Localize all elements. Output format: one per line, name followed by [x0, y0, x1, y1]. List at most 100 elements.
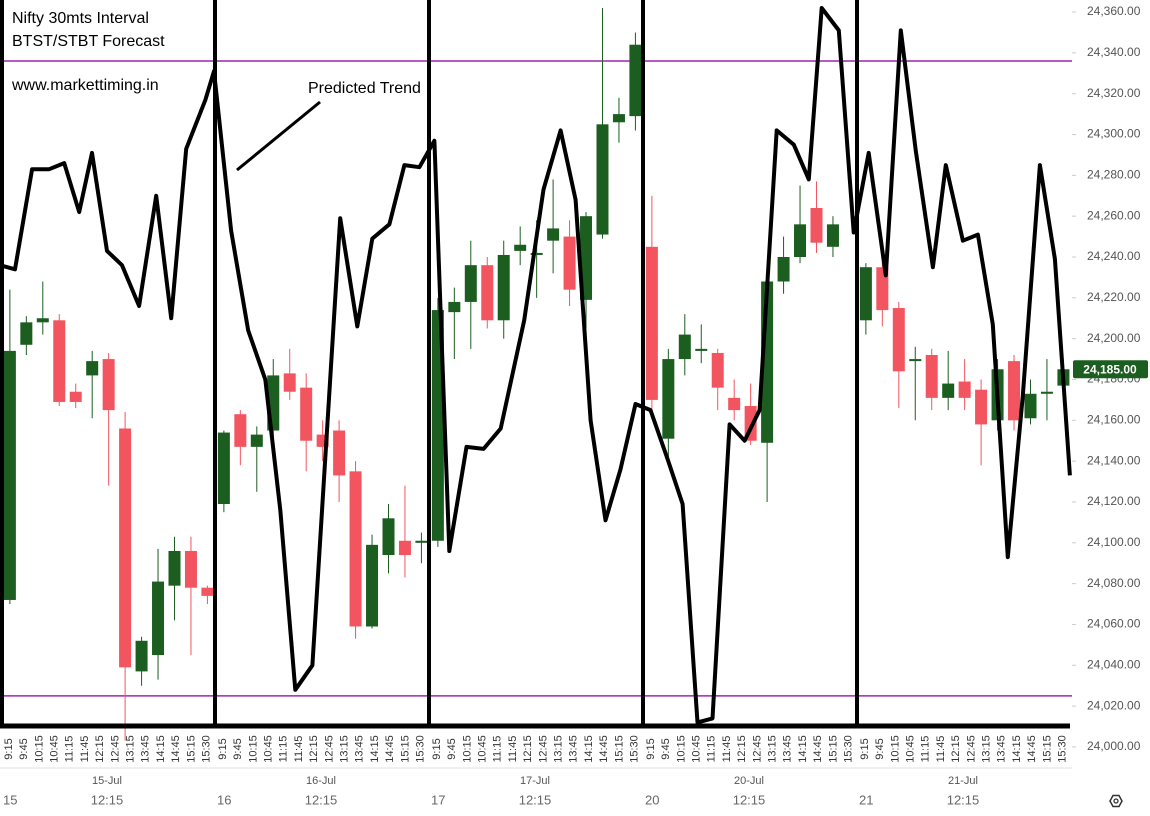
- candle-body: [612, 114, 625, 123]
- chart-title: Nifty 30mts Interval: [12, 10, 149, 27]
- x-tick-label: 10:45: [477, 735, 489, 763]
- candle-body: [892, 308, 905, 372]
- x-tick-label: 14:15: [1011, 735, 1023, 763]
- candle-body: [464, 265, 477, 302]
- x-tick-label: 13:45: [354, 735, 366, 763]
- price-tag-label: 24,185.00: [1083, 362, 1137, 376]
- x-tick-label: 13:45: [996, 735, 1008, 763]
- x-tick-label: 9:15: [645, 738, 657, 759]
- candle-body: [547, 228, 560, 241]
- candle-body: [217, 432, 230, 505]
- y-tick-label: 24,120.00: [1087, 494, 1141, 508]
- session-label: 15: [3, 792, 17, 807]
- x-tick-label: 14:15: [369, 735, 381, 763]
- y-tick-label: 24,000.00: [1087, 739, 1141, 753]
- candle-body: [86, 361, 99, 376]
- x-tick-label: 11:15: [706, 736, 718, 763]
- x-tick-label: 11:45: [293, 736, 305, 763]
- candle-body: [728, 397, 741, 411]
- candle-body: [119, 428, 132, 668]
- candle-body: [349, 471, 362, 627]
- y-tick-label: 24,020.00: [1087, 698, 1141, 712]
- x-tick-label: 9:45: [232, 738, 244, 759]
- x-tick-label: 10:45: [49, 735, 61, 763]
- x-tick-label: 15:15: [185, 735, 197, 763]
- x-tick-label: 15:15: [1041, 735, 1053, 763]
- candle-body: [678, 334, 691, 360]
- x-tick-label: 14:15: [583, 735, 595, 763]
- x-tick-label: 9:45: [660, 738, 672, 759]
- date-label: 15-Jul: [92, 775, 122, 787]
- x-tick-label: 10:45: [263, 735, 275, 763]
- y-tick-label: 24,280.00: [1087, 168, 1141, 182]
- x-tick-label: 10:15: [461, 735, 473, 763]
- midday-label: 12:15: [305, 792, 338, 807]
- x-tick-label: 12:45: [537, 735, 549, 763]
- x-tick-label: 14:45: [812, 735, 824, 763]
- candle-body: [909, 359, 922, 362]
- candle-body: [563, 236, 576, 290]
- y-tick-label: 24,140.00: [1087, 453, 1141, 467]
- candle-body: [201, 587, 214, 596]
- y-tick-label: 24,080.00: [1087, 576, 1141, 590]
- x-tick-label: 14:45: [384, 735, 396, 763]
- x-tick-label: 14:15: [155, 735, 167, 763]
- x-tick-label: 11:15: [920, 736, 932, 763]
- candle-body: [184, 550, 197, 588]
- x-tick-label: 11:15: [492, 736, 504, 763]
- candle-body: [20, 322, 33, 345]
- candle-body: [580, 216, 593, 300]
- candle-body: [250, 434, 263, 447]
- x-tick-label: 9:15: [859, 738, 871, 759]
- candle-body: [1024, 393, 1037, 419]
- candle-body: [3, 350, 16, 600]
- candle-body: [794, 224, 807, 258]
- candle-body: [596, 124, 609, 235]
- x-tick-label: 10:45: [905, 735, 917, 763]
- y-tick-label: 24,060.00: [1087, 617, 1141, 631]
- candle-body: [234, 414, 247, 447]
- candle-body: [695, 348, 708, 351]
- annotation-text: Predicted Trend: [308, 80, 421, 97]
- settings-icon[interactable]: [1109, 794, 1123, 808]
- candle-body: [448, 301, 461, 313]
- x-tick-label: 15:30: [843, 735, 855, 763]
- x-tick-label: 13:15: [553, 735, 565, 763]
- x-tick-label: 13:15: [339, 735, 351, 763]
- candle-body: [514, 244, 527, 251]
- x-tick-label: 15:30: [415, 735, 427, 763]
- candle-body: [398, 540, 411, 556]
- y-tick-label: 24,320.00: [1087, 86, 1141, 100]
- candle-body: [53, 320, 66, 402]
- candle-body: [711, 352, 724, 388]
- candle-body: [36, 318, 49, 323]
- x-tick-label: 15:15: [613, 735, 625, 763]
- x-tick-label: 15:15: [827, 735, 839, 763]
- candle-body: [300, 387, 313, 441]
- session-label: 16: [217, 792, 231, 807]
- candle-body: [333, 430, 346, 476]
- x-tick-label: 11:15: [64, 736, 76, 763]
- midday-label: 12:15: [947, 792, 980, 807]
- x-tick-label: 12:15: [94, 735, 106, 763]
- candle-body: [135, 640, 148, 672]
- y-tick-label: 24,300.00: [1087, 127, 1141, 141]
- x-tick-label: 12:45: [751, 735, 763, 763]
- date-label: 17-Jul: [520, 775, 550, 787]
- x-tick-label: 9:15: [431, 738, 443, 759]
- session-label: 20: [645, 792, 659, 807]
- x-tick-label: 12:45: [109, 735, 121, 763]
- x-tick-label: 12:45: [965, 735, 977, 763]
- x-tick-label: 10:15: [889, 735, 901, 763]
- x-tick-label: 13:45: [140, 735, 152, 763]
- y-tick-label: 24,160.00: [1087, 412, 1141, 426]
- x-tick-label: 9:45: [446, 738, 458, 759]
- date-label: 16-Jul: [306, 775, 336, 787]
- y-tick-label: 24,220.00: [1087, 290, 1141, 304]
- x-tick-label: 15:15: [399, 735, 411, 763]
- x-tick-label: 12:15: [522, 735, 534, 763]
- candle-body: [645, 246, 658, 400]
- x-tick-label: 13:15: [767, 735, 779, 763]
- candle-body: [662, 359, 675, 439]
- candle-body: [382, 518, 395, 556]
